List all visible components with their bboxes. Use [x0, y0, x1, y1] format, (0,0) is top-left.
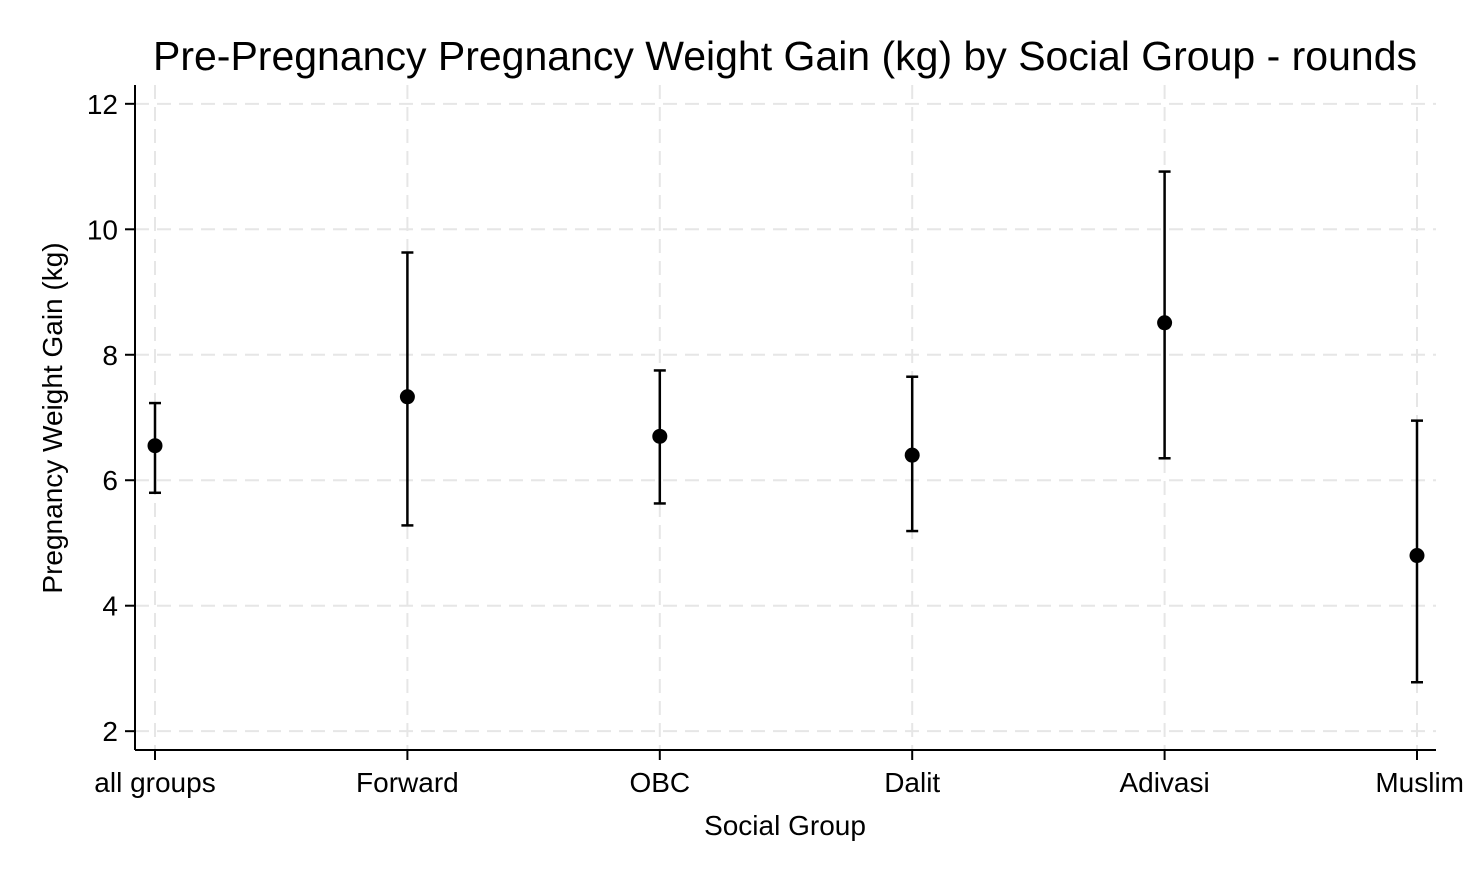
- x-tick-label: Forward: [356, 767, 459, 798]
- x-tick-label: Muslim: [1375, 767, 1464, 798]
- y-axis-label: Pregnancy Weight Gain (kg): [37, 242, 68, 593]
- grid-lines: [135, 85, 1436, 750]
- data-point: [1409, 548, 1425, 564]
- data-point: [399, 389, 415, 405]
- y-tick-label: 4: [102, 591, 118, 622]
- y-tick-label: 6: [102, 465, 118, 496]
- data-point: [1157, 315, 1173, 331]
- x-tick-label: all groups: [94, 767, 215, 798]
- y-tick-label: 12: [87, 89, 118, 120]
- data-point: [147, 438, 163, 454]
- chart-title: Pre-Pregnancy Pregnancy Weight Gain (kg)…: [153, 33, 1417, 79]
- y-tick-label: 2: [102, 716, 118, 747]
- x-axis-label: Social Group: [704, 810, 866, 841]
- data-point: [652, 428, 668, 444]
- data-point: [904, 447, 920, 463]
- x-tick-label: Dalit: [884, 767, 940, 798]
- x-tick-label: OBC: [629, 767, 690, 798]
- y-tick-label: 8: [102, 340, 118, 371]
- y-tick-label: 10: [87, 214, 118, 245]
- tick-labels: 2 4 6 8 10 12 all groups Forward OBC Dalit Adivasi…: [87, 89, 1464, 798]
- x-tick-label: Adivasi: [1119, 767, 1209, 798]
- axes: [125, 85, 1436, 760]
- data-marks: [147, 170, 1425, 684]
